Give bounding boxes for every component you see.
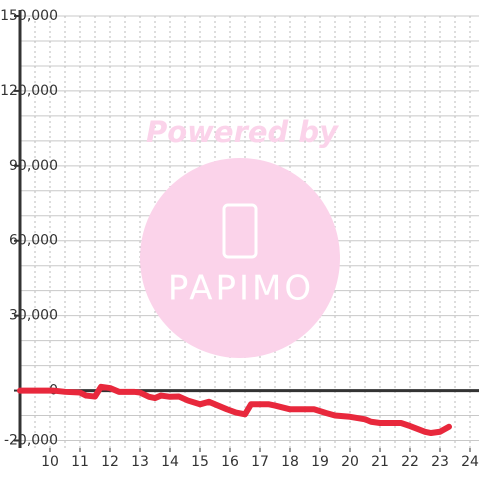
phone-icon (222, 203, 258, 259)
y-tick-label: 120,000 (0, 83, 58, 99)
x-tick-label: 16 (221, 454, 239, 470)
x-tick-label: 15 (191, 454, 209, 470)
y-tick-label: 150,000 (0, 8, 58, 24)
y-tick-label: 30,000 (9, 308, 58, 324)
x-tick-label: 17 (251, 454, 269, 470)
x-tick-label: 13 (131, 454, 149, 470)
y-tick-label: -20,000 (4, 433, 58, 449)
watermark-brand: PAPIMO (168, 269, 314, 309)
watermark: Powered by PAPIMO (140, 115, 340, 358)
x-tick-label: 10 (41, 454, 59, 470)
x-tick-label: 24 (461, 454, 479, 470)
x-tick-label: 14 (161, 454, 179, 470)
x-tick-label: 22 (401, 454, 419, 470)
series-line (17, 383, 452, 437)
x-tick-label: 23 (431, 454, 449, 470)
watermark-title: Powered by (146, 115, 339, 149)
x-tick-label: 12 (101, 454, 119, 470)
y-tick-label: 60,000 (9, 233, 58, 249)
x-tick-label: 18 (281, 454, 299, 470)
x-tick-label: 19 (311, 454, 329, 470)
x-tick-label: 20 (341, 454, 359, 470)
x-tick-label: 11 (71, 454, 89, 470)
x-tick-label: 21 (371, 454, 389, 470)
y-tick-label: 90,000 (9, 158, 58, 174)
